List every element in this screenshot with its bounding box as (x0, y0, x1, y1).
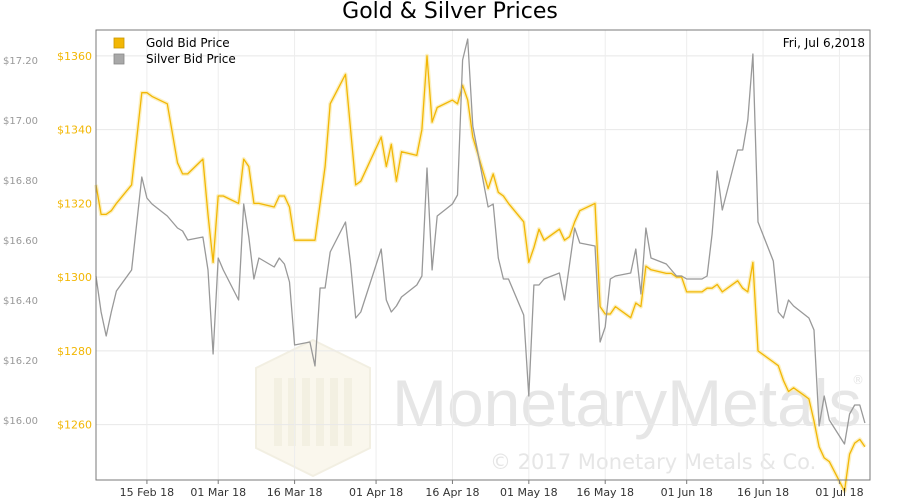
series-lines (94, 38, 867, 494)
x-axis-ticks: 15 Feb 18 01 Mar 18 16 Mar 18 01 Apr 18 16 A… (120, 480, 864, 499)
silver-tick-label: $17.20 (3, 56, 38, 67)
x-tick-label: 16 Mar 18 (267, 486, 323, 499)
gold-tick-label: $1340 (57, 124, 92, 137)
gold-tick-label: $1280 (57, 345, 92, 358)
x-tick-label: 16 Jun 18 (737, 486, 789, 499)
x-tick-label: 16 May 18 (576, 486, 634, 499)
silver-tick-label: $16.60 (3, 236, 38, 247)
x-tick-label: 01 Jun 18 (661, 486, 713, 499)
watermark-brand-part2: Metals (667, 366, 861, 440)
watermark-logo-icon (255, 338, 371, 478)
x-tick-label: 01 Jul 18 (815, 486, 863, 499)
watermark-registered: ® (852, 373, 864, 387)
silver-tick-label: $16.00 (3, 416, 38, 427)
legend-swatch-gold (113, 37, 125, 49)
date-readout: Fri, Jul 6,2018 (783, 36, 865, 50)
gold-tick-label: $1360 (57, 50, 92, 63)
x-tick-label: 01 May 18 (500, 486, 558, 499)
x-tick-label: 15 Feb 18 (120, 486, 174, 499)
watermark: MonetaryMetals ® © 2017 Monetary Metals … (255, 338, 864, 478)
x-tick-label: 16 Apr 18 (425, 486, 479, 499)
grid-lines (96, 30, 870, 480)
gold-tick-label: $1260 (57, 419, 92, 432)
watermark-copyright: © 2017 Monetary Metals & Co. (490, 450, 816, 474)
gold-series-line (95, 55, 866, 492)
silver-axis-ticks: $16.00 $16.20 $16.40 $16.60 $16.80 $17.00 $17.… (3, 56, 38, 427)
x-tick-label: 01 Mar 18 (190, 486, 246, 499)
silver-series-line (95, 38, 866, 445)
chart-title: Gold & Silver Prices (342, 0, 558, 24)
silver-tick-label: $16.40 (3, 296, 38, 307)
legend-swatch-silver (113, 53, 125, 65)
legend-label-silver: Silver Bid Price (146, 52, 236, 66)
watermark-brand: MonetaryMetals (392, 366, 862, 440)
silver-tick-label: $16.80 (3, 176, 38, 187)
x-tick-label: 01 Apr 18 (349, 486, 403, 499)
gold-tick-label: $1320 (57, 197, 92, 210)
plot-frame (95, 29, 871, 481)
silver-tick-label: $16.20 (3, 356, 38, 367)
silver-tick-label: $17.00 (3, 116, 38, 127)
legend-label-gold: Gold Bid Price (146, 36, 230, 50)
gold-tick-label: $1300 (57, 271, 92, 284)
legend: Gold Bid Price Silver Bid Price (113, 36, 236, 66)
gold-axis-ticks: $1260 $1280 $1300 $1320 $1340 $1360 (57, 50, 92, 432)
